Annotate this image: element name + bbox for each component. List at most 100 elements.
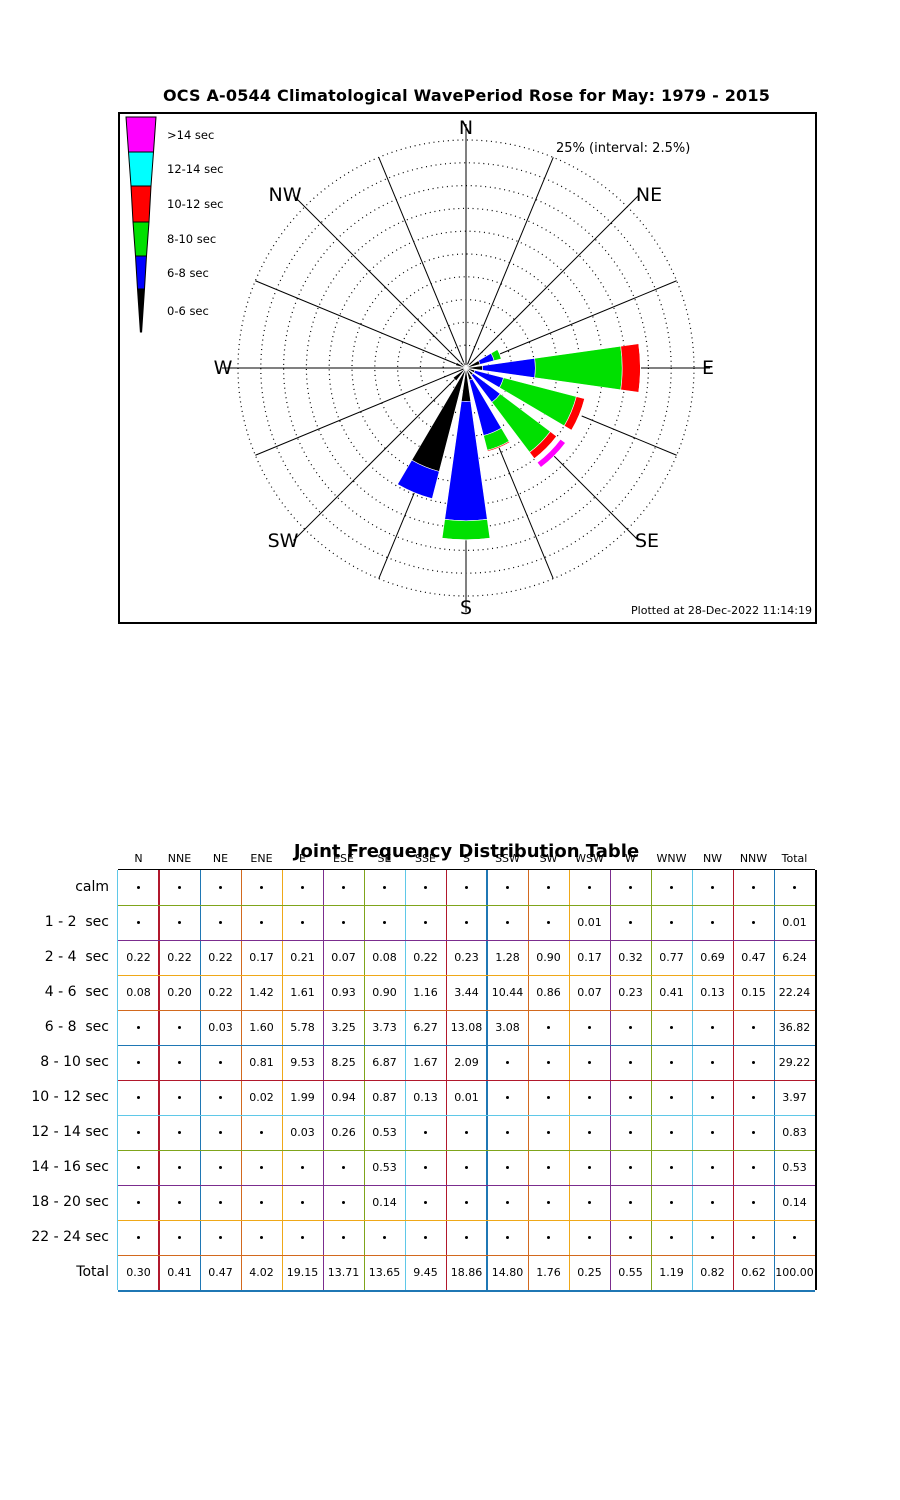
table-cell xyxy=(610,905,651,940)
table-cell: 0.08 xyxy=(126,986,151,999)
table-cell: 22.24 xyxy=(778,986,811,999)
rose-radial-line xyxy=(465,157,554,369)
table-row-label: 6 - 8 sec xyxy=(44,1019,109,1035)
table-cell xyxy=(651,1010,692,1045)
table-cell: 6.24 xyxy=(782,951,807,964)
table-cell: 0.41 xyxy=(659,986,684,999)
table-row-label: 12 - 14 sec xyxy=(31,1124,109,1140)
table-cell xyxy=(241,1220,282,1255)
table-cell: 0.17 xyxy=(577,951,602,964)
empty-cell-dot xyxy=(792,885,797,890)
table-cell xyxy=(651,1150,692,1185)
table-cell xyxy=(610,1115,651,1150)
table-cell xyxy=(733,1010,774,1045)
table-cell xyxy=(118,1220,159,1255)
table-cell xyxy=(610,1220,651,1255)
empty-cell-dot xyxy=(751,1130,756,1135)
empty-cell-dot xyxy=(669,920,674,925)
table-col-header-NNE: NNE xyxy=(167,852,192,865)
table-cell: 0.47 xyxy=(208,1266,233,1279)
table-cell: 0.01 xyxy=(782,916,807,929)
table-col-header-SSE: SSE xyxy=(415,852,436,865)
table-cell xyxy=(446,905,487,940)
table-cell: 1.19 xyxy=(659,1266,684,1279)
empty-cell-dot xyxy=(751,1165,756,1170)
table-hline xyxy=(118,1220,815,1221)
empty-cell-dot xyxy=(300,920,305,925)
table-cell xyxy=(200,1115,241,1150)
empty-cell-dot xyxy=(587,1200,592,1205)
table-cell: 14.80 xyxy=(491,1266,524,1279)
table-cell xyxy=(364,870,405,905)
wave-rose-plot xyxy=(125,116,710,612)
table-cell xyxy=(528,1150,569,1185)
table-cell xyxy=(323,905,364,940)
table-cell xyxy=(118,1045,159,1080)
table-cell: 9.53 xyxy=(290,1056,315,1069)
table-col-header-N: N xyxy=(134,852,143,865)
table-cell xyxy=(733,870,774,905)
empty-cell-dot xyxy=(218,1235,223,1240)
table-cell xyxy=(159,1150,200,1185)
legend-swatch xyxy=(136,288,146,333)
empty-cell-dot xyxy=(505,1235,510,1240)
empty-cell-dot xyxy=(505,1060,510,1065)
table-cell: 18.86 xyxy=(450,1266,483,1279)
table-cell xyxy=(487,1080,528,1115)
rose-petal-segment-WNW xyxy=(455,362,467,369)
empty-cell-dot xyxy=(382,920,387,925)
table-cell xyxy=(405,1220,446,1255)
legend-label: 8-10 sec xyxy=(167,232,217,246)
table-cell: 0.30 xyxy=(126,1266,151,1279)
table-cell: 0.86 xyxy=(536,986,561,999)
empty-cell-dot xyxy=(546,1095,551,1100)
table-col-header-ENE: ENE xyxy=(250,852,273,865)
table-hline xyxy=(118,1255,815,1256)
empty-cell-dot xyxy=(669,1095,674,1100)
compass-label-SW: SW xyxy=(267,530,299,552)
table-cell xyxy=(569,1080,610,1115)
rose-petal-segment-W xyxy=(460,366,467,370)
table-cell xyxy=(528,1080,569,1115)
table-cell xyxy=(487,1185,528,1220)
table-cell: 0.02 xyxy=(249,1091,274,1104)
empty-cell-dot xyxy=(587,1165,592,1170)
table-cell xyxy=(692,1080,733,1115)
table-cell xyxy=(323,870,364,905)
empty-cell-dot xyxy=(464,1130,469,1135)
empty-cell-dot xyxy=(628,1095,633,1100)
empty-cell-dot xyxy=(136,1130,141,1135)
empty-cell-dot xyxy=(546,1130,551,1135)
empty-cell-dot xyxy=(751,920,756,925)
table-border-right xyxy=(815,870,817,1290)
table-cell xyxy=(241,870,282,905)
table-cell: 0.53 xyxy=(372,1126,397,1139)
rose-petal-segment-N xyxy=(465,364,467,369)
empty-cell-dot xyxy=(218,1095,223,1100)
table-cell xyxy=(528,1045,569,1080)
table-hline xyxy=(118,975,815,976)
empty-cell-dot xyxy=(341,1235,346,1240)
rose-petal-segment-E xyxy=(534,345,623,391)
table-cell xyxy=(118,870,159,905)
table-cell: 0.22 xyxy=(413,951,438,964)
table-cell: 0.25 xyxy=(577,1266,602,1279)
rose-petal-segment-S xyxy=(441,537,491,541)
rose-petal-segment-ESE xyxy=(571,398,588,432)
table-cell xyxy=(569,870,610,905)
table-row-label: calm xyxy=(75,879,109,895)
table-col-header-NE: NE xyxy=(212,852,229,865)
empty-cell-dot xyxy=(587,1095,592,1100)
empty-cell-dot xyxy=(423,1200,428,1205)
table-cell xyxy=(282,905,323,940)
table-cell: 3.08 xyxy=(495,1021,520,1034)
table-cell xyxy=(118,1150,159,1185)
table-cell: 1.60 xyxy=(249,1021,274,1034)
table-col-header-SSW: SSW xyxy=(495,852,520,865)
empty-cell-dot xyxy=(423,1235,428,1240)
empty-cell-dot xyxy=(259,1165,264,1170)
empty-cell-dot xyxy=(218,1060,223,1065)
table-col-header-SW: SW xyxy=(539,852,558,865)
empty-cell-dot xyxy=(177,1060,182,1065)
table-cell xyxy=(118,1010,159,1045)
